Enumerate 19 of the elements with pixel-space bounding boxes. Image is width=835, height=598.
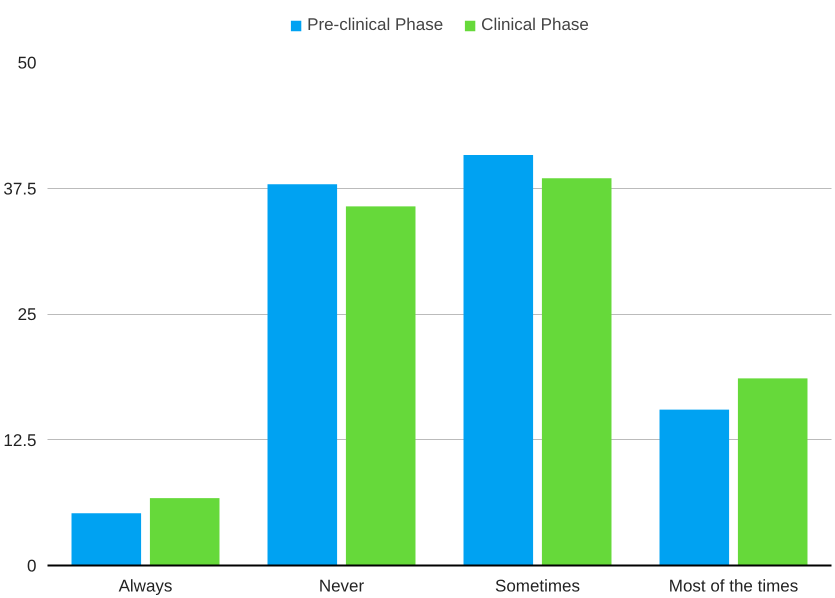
x-tick-label: Never bbox=[318, 576, 365, 596]
bar bbox=[542, 178, 612, 566]
y-tick-label: 50 bbox=[18, 54, 37, 72]
bar bbox=[738, 378, 808, 566]
bar bbox=[268, 184, 338, 566]
y-tick-label: 12.5 bbox=[3, 430, 37, 450]
y-tick-label: 0 bbox=[27, 556, 37, 576]
bar bbox=[150, 498, 220, 566]
legend-label: Pre-clinical Phase bbox=[307, 15, 444, 35]
bar bbox=[464, 155, 534, 566]
x-tick-label: Most of the times bbox=[668, 576, 798, 596]
y-tick-label: 37.5 bbox=[3, 179, 37, 198]
bar bbox=[660, 410, 730, 566]
x-tick-label: Always bbox=[118, 576, 172, 596]
bar bbox=[346, 206, 416, 566]
y-tick-label: 25 bbox=[18, 305, 37, 324]
legend-label: Clinical Phase bbox=[481, 15, 589, 35]
bar bbox=[72, 513, 142, 566]
x-tick-label: Sometimes bbox=[494, 576, 580, 596]
